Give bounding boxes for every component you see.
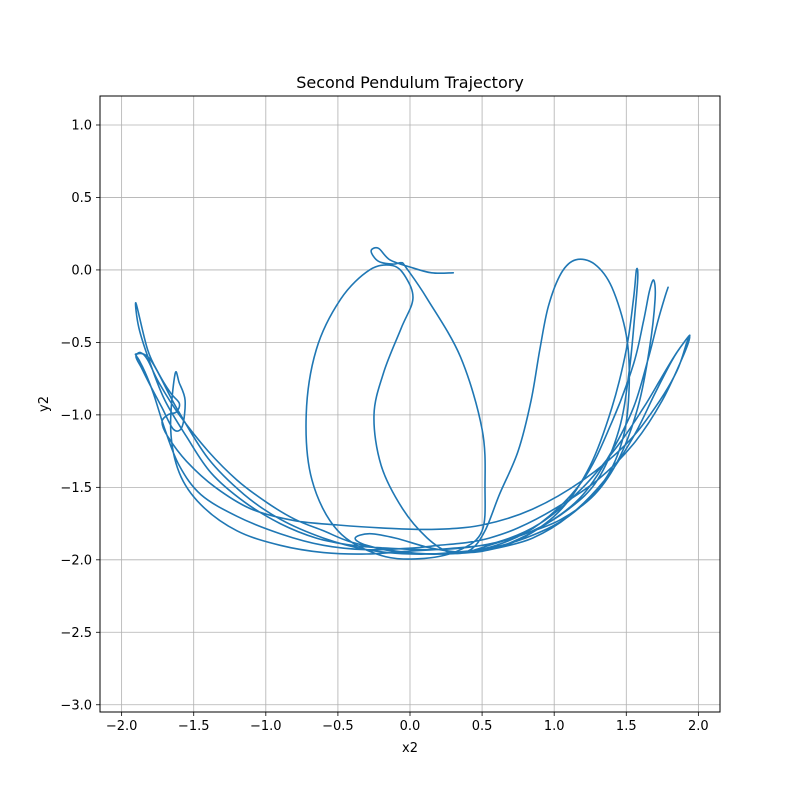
- y-tick-label: −2.5: [60, 626, 92, 641]
- x-tick-label: −1.5: [178, 719, 210, 734]
- y-tick-label: −2.0: [60, 553, 92, 568]
- x-tick-label: −1.0: [250, 719, 282, 734]
- x-tick-label: −0.5: [322, 719, 354, 734]
- x-tick-label: 0.0: [400, 719, 421, 734]
- trajectory-line: [134, 246, 691, 560]
- y-tick-label: 1.0: [71, 118, 92, 133]
- y-tick-label: −1.0: [60, 408, 92, 423]
- grid: [100, 96, 720, 712]
- chart-title: Second Pendulum Trajectory: [296, 73, 524, 92]
- plot-area: [134, 246, 691, 560]
- x-tick-label: −2.0: [106, 719, 138, 734]
- y-tick-label: 0.5: [71, 191, 92, 206]
- x-tick-label: 0.5: [472, 719, 493, 734]
- x-axis-label: x2: [402, 741, 418, 756]
- y-tick-label: −3.0: [60, 698, 92, 713]
- y-tick-label: −0.5: [60, 336, 92, 351]
- y-axis-label: y2: [37, 396, 52, 412]
- x-tick-label: 2.0: [688, 719, 709, 734]
- y-tick-label: −1.5: [60, 481, 92, 496]
- y-tick-label: 0.0: [71, 263, 92, 278]
- ticks: −2.0 −1.5 −1.0 −0.5 0.0 0.5 1.0 1.5 2.0 1.0 0.5 0.0…: [60, 118, 708, 734]
- x-tick-label: 1.5: [616, 719, 637, 734]
- x-tick-label: 1.0: [544, 719, 565, 734]
